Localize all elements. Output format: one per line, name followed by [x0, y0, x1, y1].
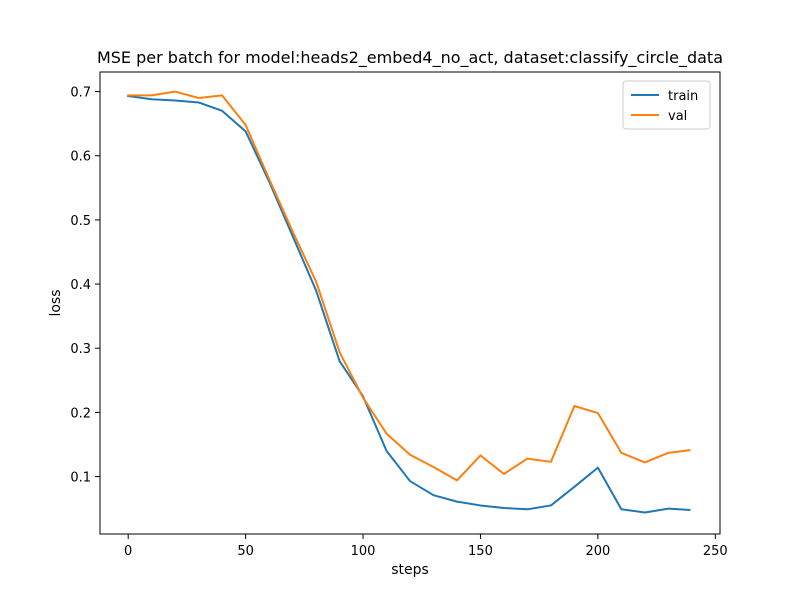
series-layer — [127, 90, 691, 514]
y-tick-label: 0.1 — [70, 471, 91, 486]
chart-title: MSE per batch for model:heads2_embed4_no… — [97, 48, 723, 68]
y-tick-label: 0.3 — [70, 342, 91, 357]
plot-frame — [99, 71, 721, 535]
x-axis-label: steps — [391, 562, 429, 578]
legend: train val — [622, 80, 711, 130]
x-tick-label: 50 — [237, 544, 254, 559]
y-tick-label: 0.7 — [70, 86, 91, 101]
x-tick-label: 0 — [124, 544, 132, 559]
x-tick-label: 200 — [585, 544, 610, 559]
y-axis-label: loss — [48, 289, 64, 316]
x-axis-ticks: 0 50 100 150 200 250 — [124, 534, 728, 559]
x-tick-label: 250 — [703, 544, 728, 559]
series-line-val — [127, 90, 691, 482]
y-tick-label: 0.2 — [70, 406, 91, 421]
y-tick-label: 0.6 — [70, 150, 91, 165]
y-tick-label: 0.5 — [70, 214, 91, 229]
legend-label-val: val — [668, 109, 687, 124]
legend-label-train: train — [668, 89, 698, 104]
legend-box — [622, 80, 711, 130]
x-tick-label: 100 — [351, 544, 376, 559]
series-line-train — [127, 94, 691, 514]
y-axis-ticks: 0.1 0.2 0.3 0.4 0.5 0.6 0.7 — [70, 86, 100, 486]
x-tick-label: 150 — [468, 544, 493, 559]
plot-area — [100, 72, 720, 534]
y-tick-label: 0.4 — [70, 278, 91, 293]
